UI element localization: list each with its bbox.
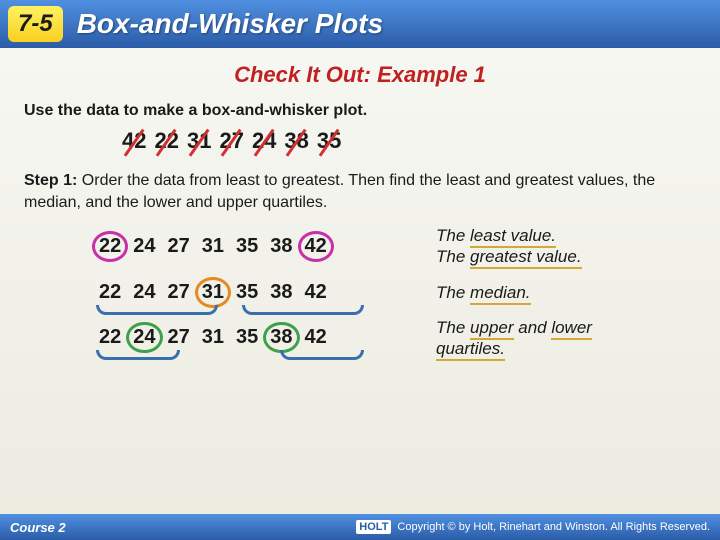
unsorted-value: 22 xyxy=(152,128,180,154)
sorted-value: 31 xyxy=(199,280,227,305)
footer: Course 2 HOLT Copyright © by Holt, Rineh… xyxy=(0,514,720,540)
row-caption: The least value.The greatest value. xyxy=(436,225,582,268)
sorted-value: 22 xyxy=(96,234,124,259)
sorted-value: 42 xyxy=(302,234,330,259)
data-sequence: 2224 27313538 42 xyxy=(96,325,396,350)
footer-copyright: Copyright © by Holt, Rinehart and Winsto… xyxy=(397,521,710,533)
sorted-value: 35 xyxy=(233,234,261,259)
sorted-value: 22 xyxy=(96,325,124,350)
row-caption: The upper and lowerquartiles. xyxy=(436,317,592,360)
sorted-value: 27 xyxy=(165,280,193,305)
footer-course: Course 2 xyxy=(10,520,66,535)
step-1: Step 1: Order the data from least to gre… xyxy=(24,170,686,213)
sorted-value: 22 xyxy=(96,280,124,305)
unsorted-value: 31 xyxy=(185,128,213,154)
sorted-value: 27 xyxy=(165,325,193,350)
bracket xyxy=(96,350,180,360)
header-bar: 7-5 Box-and-Whisker Plots xyxy=(0,0,720,48)
data-row: 2224 27313538 42 The upper and lowerquartil… xyxy=(0,317,720,360)
data-row: 2224 27313538 42 The median. xyxy=(0,280,720,305)
sorted-value: 38 xyxy=(267,280,295,305)
unsorted-value: 24 xyxy=(250,128,278,154)
instruction: Use the data to make a box-and-whisker p… xyxy=(24,102,720,120)
data-row: 2224 27313538 42 The least value.The greate… xyxy=(0,225,720,268)
bracket xyxy=(280,350,364,360)
sorted-value: 24 xyxy=(130,325,158,350)
sorted-value: 42 xyxy=(302,325,330,350)
sorted-value: 35 xyxy=(233,325,261,350)
data-sequence: 2224 27313538 42 xyxy=(96,234,396,259)
data-rows: 22242731353842The least value.The greate… xyxy=(0,225,720,359)
sorted-value: 42 xyxy=(302,280,330,305)
step-label: Step 1: xyxy=(24,172,77,189)
step-text: Order the data from least to greatest. T… xyxy=(24,172,655,211)
sorted-value: 31 xyxy=(199,234,227,259)
unsorted-value: 35 xyxy=(315,128,343,154)
holt-badge: HOLT xyxy=(356,520,391,534)
header-title: Box-and-Whisker Plots xyxy=(77,8,383,40)
row-caption: The median. xyxy=(436,282,531,303)
bracket xyxy=(242,305,364,315)
lesson-badge: 7-5 xyxy=(8,6,63,42)
sorted-value: 35 xyxy=(233,280,261,305)
bracket xyxy=(96,305,218,315)
sorted-value: 27 xyxy=(165,234,193,259)
data-sequence: 2224 27313538 42 xyxy=(96,280,396,305)
sorted-value: 31 xyxy=(199,325,227,350)
unsorted-value: 42 xyxy=(120,128,148,154)
sorted-value: 24 xyxy=(130,280,158,305)
sorted-value: 38 xyxy=(267,325,295,350)
subtitle: Check It Out: Example 1 xyxy=(0,62,720,88)
unsorted-value: 27 xyxy=(217,128,245,154)
unsorted-value: 38 xyxy=(282,128,310,154)
sorted-value: 38 xyxy=(267,234,295,259)
data-unsorted: 42223127243835 xyxy=(120,128,720,154)
sorted-value: 24 xyxy=(130,234,158,259)
footer-right: HOLT Copyright © by Holt, Rinehart and W… xyxy=(356,520,710,534)
